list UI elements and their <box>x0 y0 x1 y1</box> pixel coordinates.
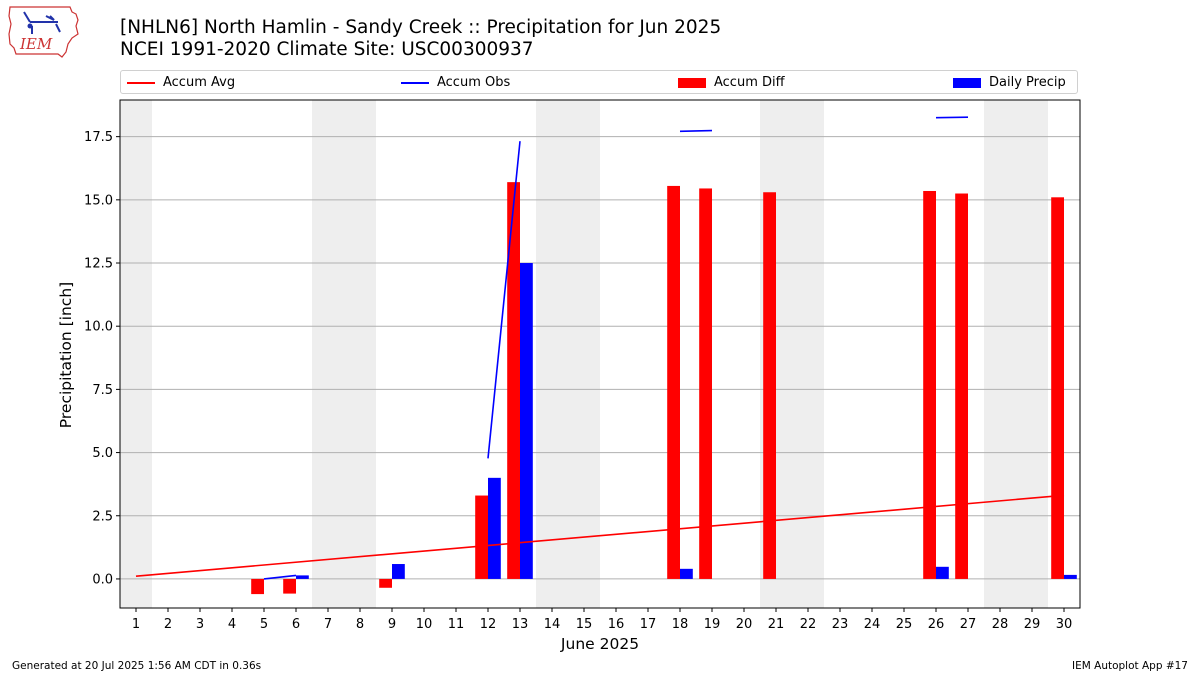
accum-diff-bar <box>251 578 264 595</box>
legend-swatch-accum-avg <box>127 81 155 84</box>
accum-avg-line <box>135 494 1065 577</box>
plot-frame <box>119 99 1081 609</box>
weekend-band <box>536 100 600 608</box>
accum-obs-line <box>263 574 297 580</box>
accum-diff-bar <box>699 188 712 579</box>
y-tick-label: 5.0 <box>92 446 113 461</box>
chart-title: [NHLN6] North Hamlin - Sandy Creek :: Pr… <box>120 17 722 38</box>
legend-label-accum-avg: Accum Avg <box>163 75 236 90</box>
daily-precip-bar <box>680 568 693 579</box>
x-tick-label: 24 <box>864 617 881 632</box>
x-tick-label: 23 <box>832 617 849 632</box>
station-dot-icon <box>27 23 33 29</box>
legend-label-daily-precip: Daily Precip <box>989 75 1066 90</box>
x-tick-label: 5 <box>260 617 268 632</box>
daily-precip-bar <box>488 477 501 579</box>
y-tick-label: 15.0 <box>84 193 113 208</box>
x-tick-label: 13 <box>512 617 529 632</box>
legend-item-accum-avg: Accum Avg <box>127 74 235 92</box>
x-tick-label: 30 <box>1056 617 1073 632</box>
daily-precip-bar <box>520 263 533 579</box>
y-tick-label: 7.5 <box>92 383 113 398</box>
daily-precip-bar <box>1064 574 1077 579</box>
accum-diff-bar <box>763 192 776 579</box>
x-tick-label: 8 <box>356 617 364 632</box>
x-tick-label: 22 <box>800 617 817 632</box>
accum-diff-bar <box>283 578 296 594</box>
x-tick-label: 14 <box>544 617 561 632</box>
x-tick-label: 25 <box>896 617 913 632</box>
x-tick-label: 2 <box>164 617 172 632</box>
y-tick-label: 2.5 <box>92 509 113 524</box>
accum-diff-bar <box>1051 197 1064 579</box>
chart-legend: Accum Avg Accum Obs Accum Diff Daily Pre… <box>120 70 1078 94</box>
x-tick-label: 4 <box>228 617 236 632</box>
weather-station-icon <box>23 11 61 34</box>
y-tick-label: 10.0 <box>84 320 113 335</box>
iowa-state-outline-icon <box>8 6 79 58</box>
x-tick-label: 7 <box>324 617 332 632</box>
footer-generated: Generated at 20 Jul 2025 1:56 AM CDT in … <box>12 660 262 672</box>
accum-diff-bar <box>507 182 520 579</box>
accum-diff-bar <box>923 190 936 579</box>
x-tick-label: 16 <box>608 617 625 632</box>
x-tick-label: 15 <box>576 617 593 632</box>
x-tick-label: 29 <box>1024 617 1041 632</box>
accum-diff-bar <box>379 578 392 588</box>
y-tick-label: 0.0 <box>92 572 113 587</box>
chart-subtitle: NCEI 1991-2020 Climate Site: USC00300937 <box>120 39 534 60</box>
daily-precip-bar <box>936 566 949 579</box>
accum-obs-line <box>935 116 969 119</box>
x-tick-label: 3 <box>196 617 204 632</box>
x-tick-label: 11 <box>448 617 465 632</box>
x-tick-label: 21 <box>768 617 785 632</box>
legend-swatch-daily-precip <box>953 77 981 88</box>
accum-diff-bar <box>475 495 488 579</box>
legend-label-accum-obs: Accum Obs <box>437 75 511 90</box>
accum-obs-line <box>487 141 521 459</box>
accum-diff-bar <box>955 193 968 579</box>
accum-diff-bar <box>667 185 680 579</box>
footer-app-id: IEM Autoplot App #17 <box>1072 660 1188 672</box>
weekend-band <box>984 100 1048 608</box>
legend-item-daily-precip: Daily Precip <box>953 74 1066 92</box>
weekend-band <box>120 100 152 608</box>
legend-item-accum-diff: Accum Diff <box>678 74 785 92</box>
y-tick-label: 17.5 <box>84 130 113 145</box>
daily-precip-bar <box>296 575 309 579</box>
x-tick-label: 26 <box>928 617 945 632</box>
x-tick-label: 10 <box>416 617 433 632</box>
y-tick-label: 12.5 <box>84 257 113 272</box>
x-tick-label: 17 <box>640 617 657 632</box>
daily-precip-bar <box>392 564 405 579</box>
legend-swatch-accum-obs <box>401 81 429 84</box>
x-tick-label: 6 <box>292 617 300 632</box>
x-tick-label: 12 <box>480 617 497 632</box>
x-tick-label: 27 <box>960 617 977 632</box>
x-tick-label: 28 <box>992 617 1009 632</box>
legend-swatch-accum-diff <box>678 77 706 88</box>
accum-obs-line <box>679 129 713 133</box>
x-tick-label: 1 <box>132 617 140 632</box>
x-tick-label: 18 <box>672 617 689 632</box>
x-tick-label: 19 <box>704 617 721 632</box>
legend-label-accum-diff: Accum Diff <box>714 75 785 90</box>
weekend-band <box>312 100 376 608</box>
y-axis-label: Precipitation [inch] <box>57 282 75 428</box>
iem-logo: IEM <box>8 6 79 58</box>
logo-text: IEM <box>19 35 53 53</box>
x-tick-label: 20 <box>736 617 753 632</box>
x-axis-label: June 2025 <box>560 635 639 653</box>
legend-item-accum-obs: Accum Obs <box>401 74 510 92</box>
x-tick-label: 9 <box>388 617 396 632</box>
